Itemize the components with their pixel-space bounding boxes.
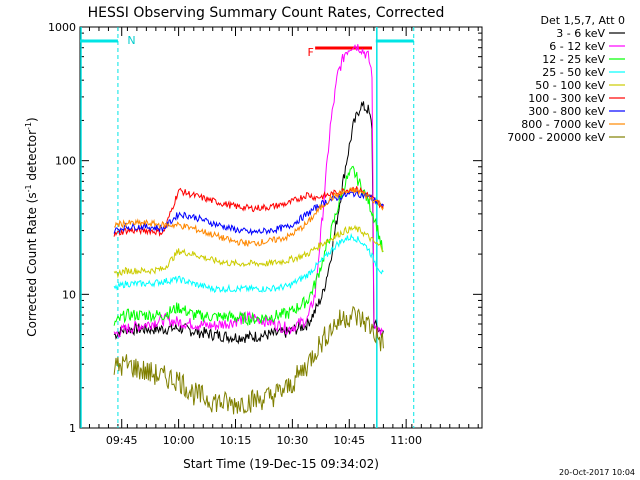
series-line: [113, 44, 384, 339]
series-line: [114, 187, 384, 248]
x-tick-label: 10:15: [220, 434, 252, 447]
legend-title: Det 1,5,7, Att 0: [541, 14, 625, 27]
footer-timestamp: 20-Oct-2017 10:04: [559, 468, 635, 477]
series-line: [113, 305, 384, 415]
flag-N: N: [127, 34, 135, 47]
series-line: [113, 101, 384, 345]
plot-frame: [79, 26, 483, 429]
plot-area: 1 10 100 1000 09:45 10:00 10:15 10:30 10:45 11:00…: [48, 21, 483, 447]
chart-title: HESSI Observing Summary Count Rates, Cor…: [88, 5, 445, 21]
legend-item-label: 25 - 50 keV: [542, 66, 605, 79]
x-tick-label: 10:30: [277, 434, 309, 447]
legend-item-label: 50 - 100 keV: [535, 79, 605, 92]
series-line: [113, 165, 384, 327]
x-tick-label: 11:00: [390, 434, 422, 447]
y-tick-label: 1: [69, 422, 76, 435]
x-tick-label: 09:45: [106, 434, 138, 447]
y-axis-label: Corrected Count Rate (s-1 detector-1): [24, 117, 39, 336]
legend-item-label: 6 - 12 keV: [549, 40, 605, 53]
x-axis-label: Start Time (19-Dec-15 09:34:02): [183, 457, 379, 471]
flag-F: F: [308, 46, 314, 59]
legend-item-label: 300 - 800 keV: [528, 105, 605, 118]
legend-item-label: 3 - 6 keV: [556, 27, 605, 40]
y-tick-label: 10: [62, 288, 76, 301]
y-tick-label: 1000: [48, 21, 76, 34]
x-tick-label: 10:00: [163, 434, 195, 447]
legend-item-label: 100 - 300 keV: [528, 92, 605, 105]
x-tick-label: 10:45: [333, 434, 365, 447]
series-line: [113, 188, 384, 237]
y-tick-label: 100: [55, 155, 76, 168]
series-line: [113, 224, 384, 279]
legend-item-label: 7000 - 20000 keV: [507, 131, 605, 144]
legend-item-label: 800 - 7000 keV: [521, 118, 605, 131]
series-line: [113, 232, 384, 294]
legend-item-label: 12 - 25 keV: [542, 53, 605, 66]
